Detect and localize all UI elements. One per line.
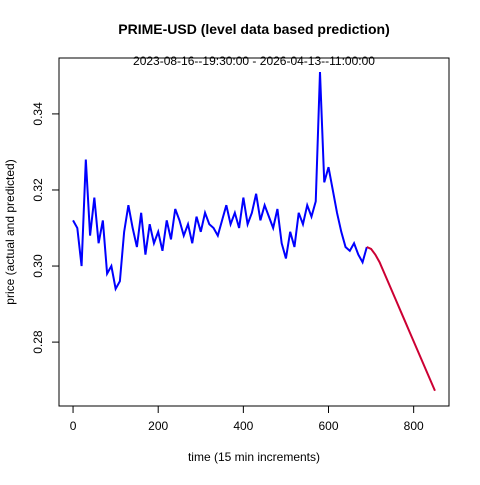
y-tick-label: 0.28 (31, 330, 45, 354)
y-axis-label: price (actual and predicted) (3, 159, 17, 304)
y-tick-label: 0.34 (31, 102, 45, 126)
chart-title: PRIME-USD (level data based prediction) (118, 21, 390, 37)
x-tick-label: 0 (70, 419, 77, 433)
y-tick-label: 0.32 (31, 178, 45, 202)
y-tick-label: 0.30 (31, 254, 45, 278)
series-line (72, 72, 368, 292)
x-tick-label: 400 (233, 419, 253, 433)
x-axis-label: time (15 min increments) (188, 450, 320, 464)
chart-subtitle: 2023-08-16--19:30:00 - 2026-04-13--11:00… (133, 54, 375, 68)
series-line (366, 246, 436, 392)
x-tick-label: 800 (404, 419, 424, 433)
x-tick-label: 600 (318, 419, 338, 433)
plot-frame (58, 57, 450, 407)
x-tick-label: 200 (148, 419, 168, 433)
